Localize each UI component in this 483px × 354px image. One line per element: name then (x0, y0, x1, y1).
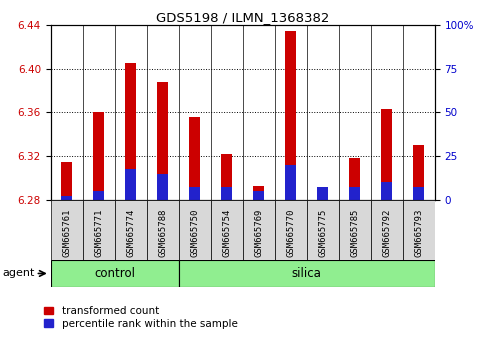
Text: GSM665771: GSM665771 (94, 209, 103, 257)
Text: GSM665792: GSM665792 (382, 209, 391, 257)
Bar (413, 187, 424, 200)
Bar (115, 200, 147, 260)
Bar (221, 187, 232, 200)
Bar (275, 200, 307, 260)
Bar (381, 109, 392, 200)
Title: GDS5198 / ILMN_1368382: GDS5198 / ILMN_1368382 (156, 11, 329, 24)
Text: GSM665788: GSM665788 (158, 209, 167, 257)
Bar (189, 117, 200, 200)
Bar (125, 169, 136, 200)
Legend: transformed count, percentile rank within the sample: transformed count, percentile rank withi… (44, 306, 238, 329)
Bar (179, 260, 435, 287)
Bar (51, 200, 83, 260)
Bar (93, 191, 104, 200)
Text: agent: agent (2, 268, 35, 279)
Bar (253, 191, 264, 200)
Text: GSM665793: GSM665793 (414, 209, 423, 257)
Text: control: control (94, 267, 135, 280)
Bar (157, 82, 168, 200)
Bar (317, 187, 328, 200)
Text: GSM665785: GSM665785 (350, 209, 359, 257)
Text: silica: silica (292, 267, 322, 280)
Text: GSM665761: GSM665761 (62, 209, 71, 257)
Bar (381, 183, 392, 200)
Bar (243, 200, 275, 260)
Text: GSM665775: GSM665775 (318, 209, 327, 257)
Bar (51, 260, 179, 287)
Bar (317, 187, 328, 200)
Bar (307, 200, 339, 260)
Text: GSM665774: GSM665774 (126, 209, 135, 257)
Bar (83, 200, 115, 260)
Bar (61, 162, 72, 200)
Bar (349, 187, 360, 200)
Bar (221, 154, 232, 200)
Bar (253, 186, 264, 200)
Bar (147, 200, 179, 260)
Bar (189, 187, 200, 200)
Bar (157, 174, 168, 200)
Text: GSM665769: GSM665769 (254, 209, 263, 257)
Bar (285, 32, 296, 200)
Bar (211, 200, 242, 260)
Bar (285, 165, 296, 200)
Bar (179, 200, 211, 260)
Text: GSM665770: GSM665770 (286, 209, 295, 257)
Bar (61, 196, 72, 200)
Bar (349, 158, 360, 200)
Bar (403, 200, 435, 260)
Text: GSM665750: GSM665750 (190, 209, 199, 257)
Bar (93, 113, 104, 200)
Bar (125, 63, 136, 200)
Bar (371, 200, 403, 260)
Bar (339, 200, 371, 260)
Bar (413, 145, 424, 200)
Text: GSM665754: GSM665754 (222, 209, 231, 257)
